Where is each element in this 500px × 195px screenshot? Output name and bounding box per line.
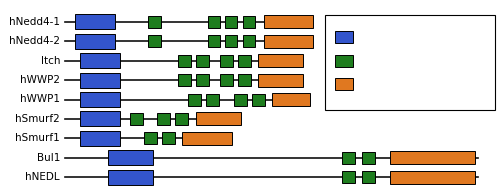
Bar xyxy=(178,74,191,86)
Bar xyxy=(243,16,255,28)
Bar xyxy=(258,74,303,87)
Bar xyxy=(362,171,375,183)
Bar xyxy=(196,74,209,86)
Bar xyxy=(108,150,153,165)
Text: hWWP2: hWWP2 xyxy=(20,75,60,85)
Bar xyxy=(175,113,188,125)
Bar xyxy=(75,34,115,49)
Bar xyxy=(220,55,233,67)
Bar xyxy=(238,74,251,86)
Bar xyxy=(178,55,191,67)
Bar xyxy=(264,15,313,28)
Bar xyxy=(80,112,120,126)
Bar xyxy=(342,171,355,183)
Text: hNedd4-1: hNedd4-1 xyxy=(9,17,60,27)
Bar xyxy=(264,35,313,48)
Bar xyxy=(80,53,120,68)
Text: Itch: Itch xyxy=(40,56,60,66)
Bar xyxy=(196,55,209,67)
Text: hWWP1: hWWP1 xyxy=(20,95,60,105)
Bar xyxy=(206,93,219,105)
Bar xyxy=(238,55,251,67)
Bar xyxy=(148,16,161,28)
Bar xyxy=(258,54,303,67)
Bar xyxy=(335,55,353,66)
Text: WW domain: WW domain xyxy=(359,56,426,66)
Bar xyxy=(148,35,161,47)
Bar xyxy=(225,35,237,47)
Bar xyxy=(342,152,355,164)
Bar xyxy=(157,113,170,125)
Bar xyxy=(80,131,120,146)
Bar xyxy=(225,16,237,28)
Bar xyxy=(272,93,310,106)
Bar xyxy=(220,74,233,86)
Bar xyxy=(234,93,247,105)
Bar xyxy=(252,93,265,105)
Bar xyxy=(108,170,153,185)
Bar xyxy=(243,35,255,47)
Text: hNedd4-2: hNedd4-2 xyxy=(9,36,60,46)
Bar xyxy=(188,93,201,105)
Bar xyxy=(208,16,220,28)
Text: C2 domain: C2 domain xyxy=(359,32,419,42)
Text: hSmurf1: hSmurf1 xyxy=(15,133,60,143)
Bar xyxy=(196,113,241,125)
Bar xyxy=(390,171,475,184)
Bar xyxy=(75,14,115,29)
Bar xyxy=(390,151,475,164)
Bar xyxy=(80,73,120,88)
Bar xyxy=(335,78,353,90)
Bar xyxy=(208,35,220,47)
Bar xyxy=(80,92,120,107)
Text: Bul1: Bul1 xyxy=(36,153,60,163)
Bar xyxy=(130,113,143,125)
Bar xyxy=(182,132,232,145)
Bar xyxy=(362,152,375,164)
Text: HECT domain: HECT domain xyxy=(359,79,434,89)
Bar xyxy=(162,132,175,144)
Text: hNEDL: hNEDL xyxy=(26,172,60,182)
Bar xyxy=(335,31,353,43)
Bar xyxy=(325,15,495,110)
Text: hSmurf2: hSmurf2 xyxy=(15,114,60,124)
Bar xyxy=(144,132,157,144)
